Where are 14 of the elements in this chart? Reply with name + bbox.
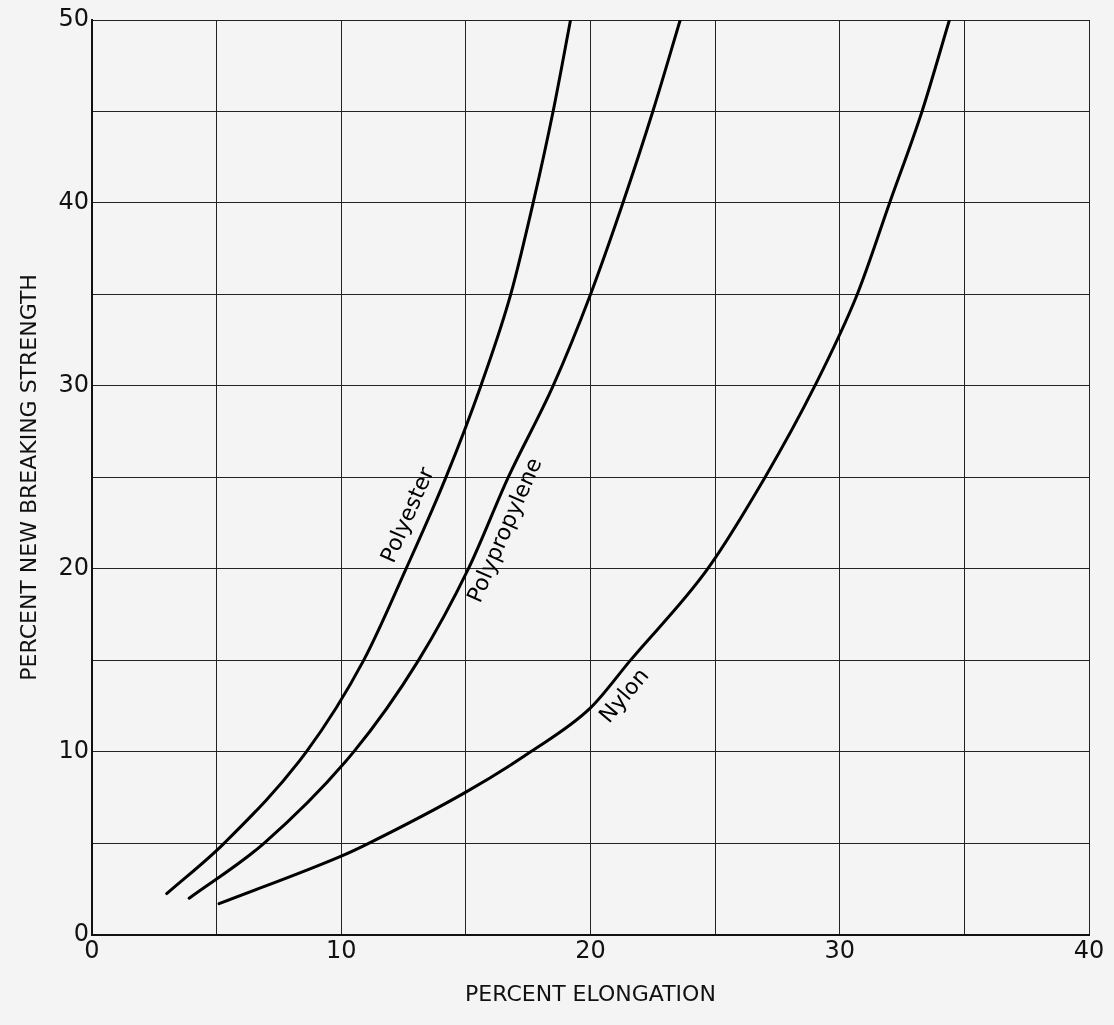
x-axis-title: PERCENT ELONGATION: [465, 980, 716, 1006]
y-axis-title: PERCENT NEW BREAKING STRENGTH: [15, 274, 41, 681]
y-tick-label: 30: [58, 370, 89, 399]
line-series: [217, 20, 951, 906]
x-tick-label: 10: [325, 936, 357, 965]
line-series: [187, 20, 682, 900]
line-series: [165, 20, 573, 896]
y-tick-label: 10: [58, 736, 89, 765]
x-tick-label: 30: [824, 936, 856, 965]
x-tick-label: 20: [575, 936, 606, 965]
y-tick-label: 50: [58, 4, 89, 33]
y-tick-label: 40: [58, 187, 89, 216]
x-tick-label: 40: [1073, 936, 1105, 965]
y-tick-label: 20: [58, 553, 89, 582]
